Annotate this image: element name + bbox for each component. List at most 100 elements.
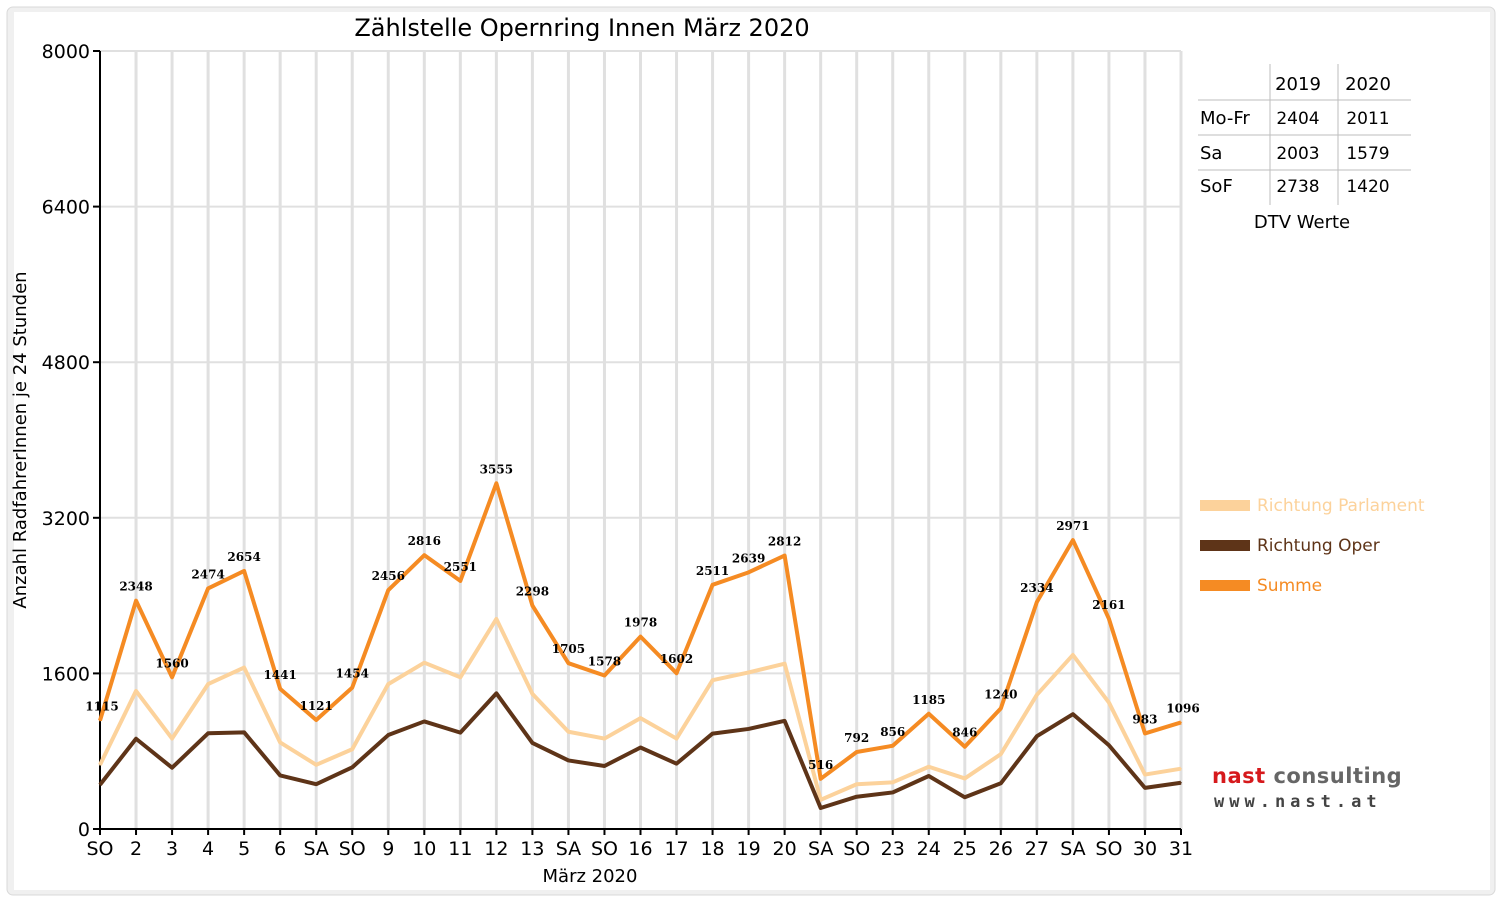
data-point [819, 778, 822, 780]
dtv-table: 2019 2020 Mo-Fr 2404 2011 Sa 2003 1579 S… [1198, 64, 1411, 233]
data-label: 2816 [408, 534, 441, 548]
x-tick-label: 5 [238, 838, 250, 860]
data-point [135, 599, 137, 602]
data-point [279, 741, 281, 744]
data-label: 1240 [984, 687, 1017, 701]
data-point [1000, 782, 1002, 785]
series-richtung-oper [98, 691, 1182, 810]
data-point [1072, 713, 1074, 715]
data-point [639, 717, 642, 719]
series-summe [98, 481, 1182, 781]
dtv-cell: 2003 [1276, 144, 1319, 164]
data-label: 792 [844, 731, 869, 745]
data-point [711, 679, 714, 682]
data-point [891, 791, 894, 794]
data-point [1036, 735, 1038, 738]
data-point [531, 604, 534, 607]
data-point [855, 751, 858, 753]
data-point [243, 731, 245, 734]
dtv-cell: 2404 [1276, 109, 1319, 129]
dtv-col-2020: 2020 [1345, 74, 1391, 95]
data-point [747, 728, 750, 730]
logo-name-part2: consulting [1265, 764, 1403, 788]
data-label: 516 [808, 758, 833, 772]
data-point [783, 554, 786, 557]
data-point [675, 737, 678, 740]
data-point [1144, 787, 1146, 789]
data-point [783, 720, 786, 722]
dtv-col-2019: 2019 [1275, 74, 1321, 95]
logo-url: www.nast.at [1214, 792, 1382, 812]
data-point [99, 783, 101, 786]
data-label: 2511 [696, 564, 729, 578]
data-point [639, 635, 642, 638]
data-point [1000, 707, 1002, 710]
data-point [639, 746, 642, 749]
data-point [927, 765, 930, 768]
data-label: 2639 [732, 551, 765, 565]
data-point [171, 766, 173, 769]
data-label: 1978 [624, 616, 657, 630]
legend-label: Richtung Oper [1257, 536, 1380, 556]
dtv-cell: 1420 [1346, 177, 1389, 197]
data-label: 2298 [516, 585, 549, 599]
series-lines [98, 481, 1182, 810]
data-label: 846 [952, 726, 977, 740]
data-point [495, 482, 498, 485]
data-point [927, 712, 930, 715]
x-tick-label: 20 [773, 838, 797, 860]
data-point [459, 580, 462, 582]
data-point [567, 759, 570, 762]
data-point [1108, 744, 1110, 747]
data-point [387, 683, 390, 685]
data-point [423, 720, 426, 723]
data-point [1180, 721, 1182, 724]
data-point [207, 587, 209, 590]
data-point [315, 764, 318, 766]
x-tick-label: 2 [130, 838, 142, 860]
data-point [423, 554, 426, 556]
y-tick-label: 3200 [42, 508, 90, 530]
series-richtung-parlament [98, 616, 1182, 802]
data-point [495, 618, 498, 620]
data-label: 1705 [552, 642, 585, 656]
data-point [567, 730, 570, 733]
data-label: 1602 [660, 652, 693, 666]
data-point [783, 662, 786, 665]
data-point [567, 662, 570, 664]
data-label: 2334 [1020, 581, 1053, 595]
data-point [315, 719, 318, 721]
data-point [711, 732, 714, 735]
data-label: 1121 [299, 699, 332, 713]
y-tick-label: 4800 [42, 352, 90, 374]
data-point [855, 795, 858, 798]
x-tick-label: 17 [664, 838, 688, 860]
data-point [675, 762, 678, 765]
data-label: 856 [880, 725, 905, 739]
x-tick-label: 12 [484, 838, 508, 860]
data-point [675, 672, 678, 675]
data-label: 2654 [227, 550, 260, 564]
data-point [459, 731, 462, 734]
data-point [1036, 601, 1038, 603]
y-tick-label: 6400 [42, 197, 90, 219]
data-point [135, 737, 137, 740]
data-point [603, 765, 606, 767]
data-label: 2161 [1092, 598, 1125, 612]
data-point [927, 775, 930, 777]
dtv-row-label: Sa [1200, 143, 1222, 164]
data-point [1180, 781, 1182, 784]
x-tick-label: SA [808, 838, 833, 860]
data-point [747, 671, 750, 674]
dtv-cell: 2011 [1346, 109, 1389, 129]
logo-name-part1: nast [1212, 764, 1266, 788]
x-tick-label: SA [556, 838, 581, 860]
chart-title: Zählstelle Opernring Innen März 2020 [354, 14, 809, 42]
data-point [819, 799, 822, 801]
data-point [855, 783, 858, 786]
data-label: 2348 [119, 580, 152, 594]
data-point [351, 686, 354, 689]
